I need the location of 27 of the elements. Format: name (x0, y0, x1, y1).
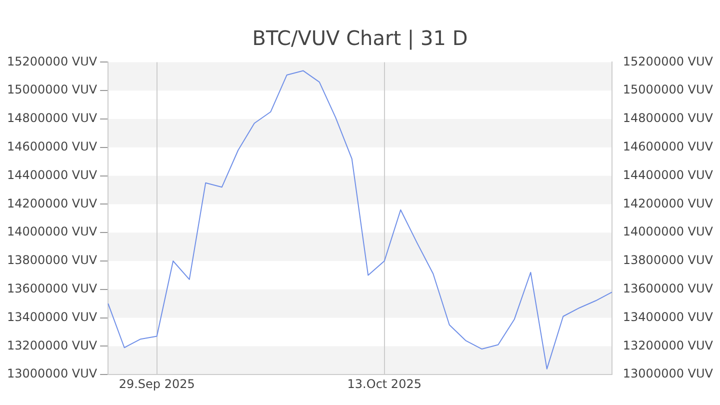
y-tick-label: 13600000 VUV (622, 282, 714, 296)
y2-tick-label: 13200000 VUV (7, 338, 98, 352)
y2-tick-label: 14200000 VUV (7, 196, 98, 210)
y-tick-label: 15000000 VUV (622, 82, 714, 97)
y2-tick-label: 15000000 VUV (7, 82, 98, 97)
y2-tick-label: 13400000 VUV (7, 310, 98, 324)
y-tick-label: 14600000 VUV (622, 140, 714, 154)
y2-tick-label: 14600000 VUV (7, 140, 98, 154)
y-tick-label: 13200000 VUV (622, 338, 714, 352)
y-tick-label: 14000000 VUV (622, 224, 714, 239)
y-tick-label: 14400000 VUV (622, 168, 714, 182)
y-tick-label: 15200000 VUV (622, 54, 714, 68)
y2-tick-label: 15200000 VUV (7, 54, 98, 68)
y-tick-label: 13000000 VUV (622, 366, 714, 381)
y2-tick-label: 13800000 VUV (7, 253, 98, 268)
y-tick-label: 13800000 VUV (622, 253, 714, 268)
y-tick-label: 13400000 VUV (622, 310, 714, 324)
chart-title: BTC/VUV Chart | 31 D (251, 25, 469, 52)
y2-tick-label: 13000000 VUV (7, 366, 98, 381)
y-tick-label: 14200000 VUV (622, 196, 714, 210)
y2-tick-label: 13600000 VUV (7, 282, 98, 296)
x-tick-label: 29.Sep 2025 (118, 376, 195, 391)
y-tick-label: 14800000 VUV (622, 111, 714, 126)
x-tick-label: 13.Oct 2025 (347, 376, 422, 391)
y2-tick-label: 14400000 VUV (7, 168, 98, 182)
y2-tick-label: 14800000 VUV (7, 111, 98, 126)
y2-tick-label: 14000000 VUV (7, 224, 98, 239)
